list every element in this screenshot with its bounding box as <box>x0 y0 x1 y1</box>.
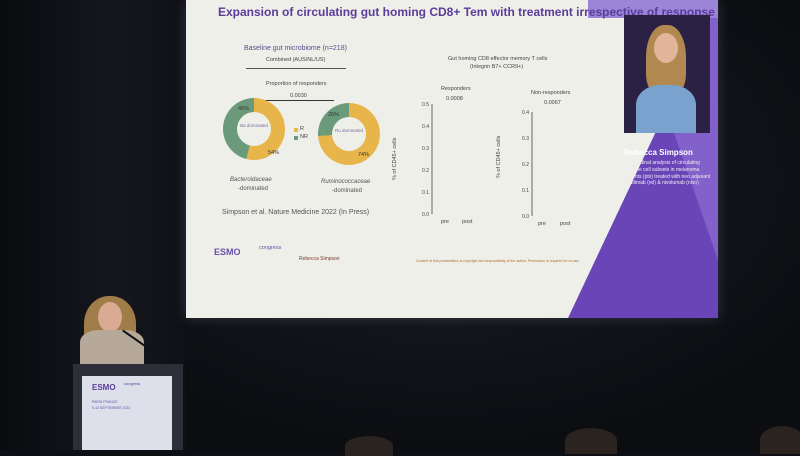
copyright-notice: Content of this presentation is copyrigh… <box>416 259 580 263</box>
speaker-face <box>654 33 678 63</box>
nonresponders-paired-plot: 0.4 0.3 0.2 0.1 0.0 <box>522 110 533 220</box>
responders-tick-label: 0.0 <box>422 212 429 218</box>
responders-tick-label: 0.4 <box>422 124 429 130</box>
esmo-logo-suffix: congress <box>259 245 282 251</box>
responders-tick-label: 0.1 <box>422 190 429 196</box>
speaker-name: Rebecca Simpson <box>624 148 693 157</box>
presenter-face <box>98 302 122 332</box>
audience-head <box>345 436 393 456</box>
pie-center-label: Ru dominated <box>334 128 364 133</box>
nonresponders-tick-label: 0.1 <box>522 188 529 194</box>
speaker-info: Longitudinal analysis of circulating imm… <box>624 160 711 187</box>
nonresponders-tick-label: 0.4 <box>522 110 529 116</box>
esmo-logo: ESMO <box>214 247 241 257</box>
podium-banner <box>82 376 172 450</box>
pie2-r-pct: 74% <box>358 152 370 158</box>
responders-x-pre: pre <box>441 219 449 225</box>
pie2-caption-2: -dominated <box>332 188 363 194</box>
pie-hole: Ba dominated <box>237 112 271 146</box>
podium-dates: 9-13 SEPTEMBER 2022 <box>92 406 131 410</box>
pie1-nr-pct: 46% <box>238 106 250 112</box>
pie-bacteroidaceae: Ba dominated <box>223 98 285 160</box>
speaker-webcam <box>624 15 710 133</box>
footer-presenter: Rebecca Simpson <box>299 256 340 262</box>
proportion-label: Proportion of responders <box>266 81 327 87</box>
slide-decoration-3 <box>588 0 718 18</box>
pie-p-value: 0.0030 <box>290 93 307 99</box>
nonresponders-label: Non-responders <box>531 90 571 96</box>
responders-x-post: post <box>462 219 473 225</box>
pie2-caption-1: Ruminococcaceae <box>321 179 371 185</box>
nonresponders-p-value: 0.0067 <box>544 100 561 106</box>
pie-hole: Ru dominated <box>332 117 366 151</box>
pie-ruminococcaceae: Ru dominated <box>318 103 380 165</box>
microbiome-heading: Baseline gut microbiome (n=218) <box>244 45 347 52</box>
projection-screen: Expansion of circulating gut homing CD8+… <box>186 0 718 318</box>
nonresponders-tick-label: 0.3 <box>522 136 529 142</box>
slide-title: Expansion of circulating gut homing CD8+… <box>218 5 715 19</box>
tcell-heading-2: (Integrin B7+ CCR9+) <box>470 64 524 70</box>
legend-r-swatch <box>294 128 298 132</box>
responders-tick-label: 0.5 <box>422 102 429 108</box>
responders-tick-label: 0.3 <box>422 146 429 152</box>
podium-city: PARIS FRANCE <box>92 400 118 404</box>
nonresponders-tick-label: 0.0 <box>522 214 529 220</box>
nonresponders-x-post: post <box>560 221 571 227</box>
responders-paired-plot: 0.5 0.4 0.3 0.2 0.1 0.0 <box>422 102 433 218</box>
subheading-rule <box>246 68 346 69</box>
nonresponders-ylabel: % of CD45+ cells <box>496 135 502 178</box>
legend-nr-swatch <box>294 136 298 140</box>
audience-head <box>565 428 617 454</box>
pie-center-label: Ba dominated <box>240 123 268 128</box>
audience-head <box>760 426 800 454</box>
legend-nr-label: NR <box>300 134 308 140</box>
significance-bracket <box>254 100 334 101</box>
microbiome-subheading: Combined (AUS/NL/US) <box>266 57 326 63</box>
speaker-body <box>636 85 696 133</box>
responders-label: Responders <box>441 86 471 92</box>
citation: Simpson et al. Nature Medicine 2022 (In … <box>222 209 370 216</box>
pie2-nr-pct: 26% <box>328 112 340 118</box>
legend-r-label: R <box>300 126 304 132</box>
podium-esmo-logo: ESMO <box>92 383 116 392</box>
responders-ylabel: % of CD45+ cells <box>392 137 398 180</box>
tcell-heading-1: Gut homing CD8 effector memory T cells <box>448 56 548 62</box>
responders-p-value: 0.0008 <box>446 96 463 102</box>
pie1-caption-1: Bacteroidaceae <box>230 177 272 183</box>
pie1-r-pct: 54% <box>268 150 280 156</box>
responders-tick-label: 0.2 <box>422 168 429 174</box>
nonresponders-x-pre: pre <box>538 221 546 227</box>
nonresponders-tick-label: 0.2 <box>522 162 529 168</box>
pie1-caption-2: -dominated <box>238 186 269 192</box>
podium-logo-suffix: congress <box>124 381 141 386</box>
